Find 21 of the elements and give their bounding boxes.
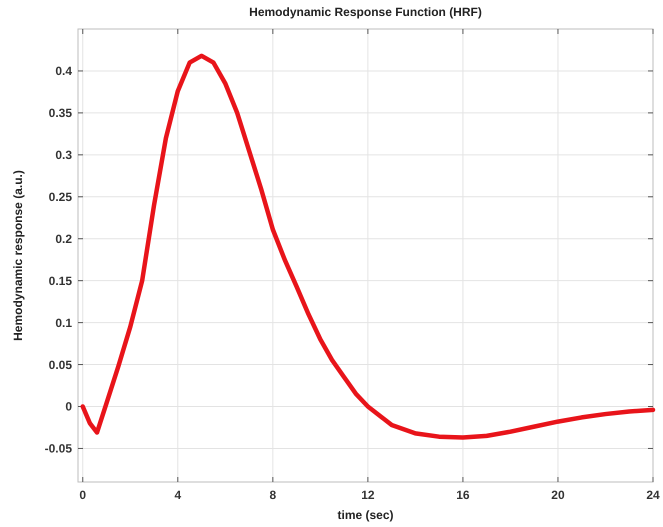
y-tick-label: 0.25 <box>48 190 72 204</box>
x-tick-label: 8 <box>269 488 276 502</box>
x-tick-label: 4 <box>174 488 182 502</box>
chart-title: Hemodynamic Response Function (HRF) <box>249 5 482 19</box>
y-tick-label: 0.15 <box>48 274 72 288</box>
y-tick-label: 0.3 <box>55 148 72 162</box>
y-tick-label: 0.35 <box>48 106 72 120</box>
x-tick-label: 24 <box>646 488 660 502</box>
x-tick-label: 12 <box>361 488 375 502</box>
line-series <box>80 54 656 440</box>
x-tick-label: 20 <box>551 488 565 502</box>
x-axis-title: time (sec) <box>337 508 394 522</box>
y-tick-label: 0.4 <box>55 64 72 78</box>
x-tick-label: 0 <box>79 488 86 502</box>
x-tick-label: 16 <box>456 488 470 502</box>
y-tick-label: 0.2 <box>55 232 72 246</box>
y-tick-label: 0 <box>65 400 72 414</box>
y-axis-title: Hemodynamic response (a.u.) <box>11 170 25 341</box>
y-tick-label: 0.1 <box>55 316 72 330</box>
y-tick-label: 0.05 <box>48 358 72 372</box>
y-tick-label: -0.05 <box>44 442 72 456</box>
